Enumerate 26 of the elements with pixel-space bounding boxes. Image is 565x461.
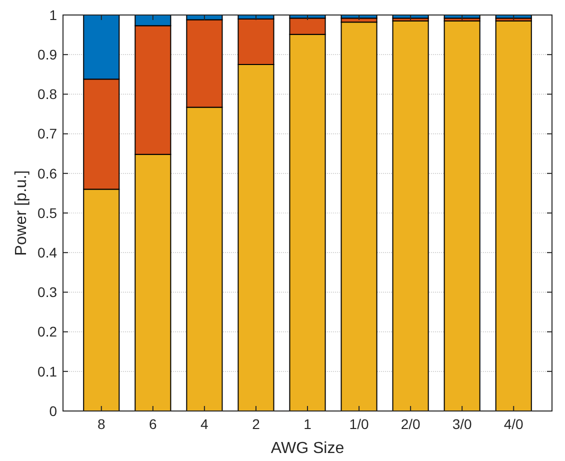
y-tick-label: 0.5: [38, 204, 58, 221]
x-tick-label: 1/0: [349, 416, 369, 432]
x-tick-label: 3/0: [452, 416, 472, 432]
y-tick-label: 0: [49, 402, 58, 419]
x-tick-label: 2: [252, 416, 260, 432]
y-tick-label: 0.1: [38, 363, 58, 380]
y-tick-label: 0.3: [38, 284, 58, 300]
bar: [495, 20, 532, 412]
bar: [392, 20, 429, 412]
x-tick-label: 4/0: [504, 416, 524, 432]
x-tick-label: 2/0: [400, 416, 420, 432]
x-axis-title: AWG Size: [270, 440, 344, 457]
bar: [444, 20, 480, 412]
x-tick-label: 8: [97, 416, 106, 432]
x-tick-label: 4: [200, 416, 209, 432]
y-tick-label: 0.2: [38, 324, 58, 340]
bar: [340, 22, 378, 412]
y-axis-title: Power [p.u.]: [13, 170, 30, 256]
y-tick-label: 0.6: [38, 165, 58, 182]
y-tick-label: 1: [49, 6, 58, 23]
x-tick-label: 1: [304, 416, 312, 432]
y-tick-label: 0.8: [38, 86, 58, 102]
x-tick-label: 6: [149, 416, 158, 432]
y-tick-label: 0.7: [38, 126, 58, 142]
y-tick-label: 0.4: [38, 244, 58, 260]
y-tick-label: 0.9: [38, 46, 58, 62]
